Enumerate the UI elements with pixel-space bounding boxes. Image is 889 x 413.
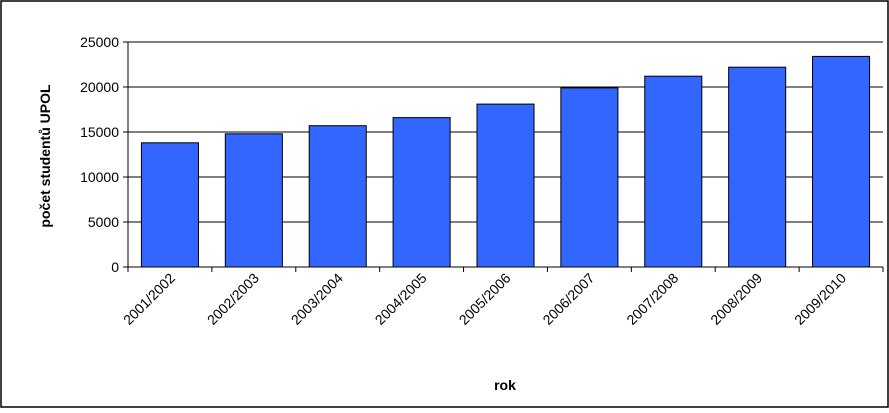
bar (225, 134, 282, 267)
bar (645, 76, 702, 267)
bar (813, 56, 870, 267)
bar (561, 88, 618, 267)
y-axis-label: počet studentů UPOL (37, 84, 53, 228)
y-tick-label: 20000 (80, 79, 119, 95)
bar (309, 126, 366, 267)
bar (393, 118, 450, 267)
y-tick-label: 10000 (80, 169, 119, 185)
y-tick-label: 5000 (88, 214, 119, 230)
x-axis-label: rok (494, 377, 516, 393)
bar (141, 143, 198, 267)
bar (729, 67, 786, 267)
y-tick-label: 25000 (80, 34, 119, 50)
y-tick-label: 0 (111, 259, 119, 275)
bar (477, 104, 534, 267)
y-tick-label: 15000 (80, 124, 119, 140)
